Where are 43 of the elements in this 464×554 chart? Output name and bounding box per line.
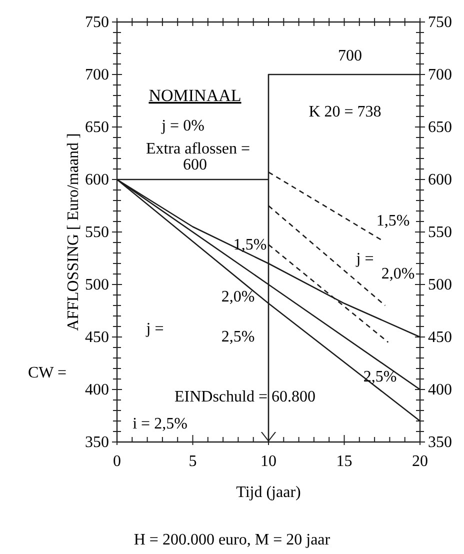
annotation: K 20 = 738 [308, 104, 382, 121]
annotation: 600 [183, 156, 207, 174]
annotation: 700 [338, 48, 362, 65]
x-tick-label: 0 [113, 453, 121, 470]
text: CW = [28, 364, 67, 382]
y-tick-label: 550 [85, 224, 109, 241]
x-tick-label: 10 [260, 453, 276, 470]
x-axis-title: Tijd (jaar) [236, 484, 301, 501]
y-tick-label: 450 [85, 329, 109, 346]
annotation: 2,0% [221, 288, 255, 306]
y-tick-label: 650 [85, 119, 109, 136]
y2-tick-label: 700 [428, 66, 452, 84]
y2-tick-label: 550 [428, 224, 452, 241]
annotation: Extra aflossen = [146, 140, 250, 158]
y2-tick-label: 450 [428, 329, 452, 346]
y2-tick-label: 650 [428, 119, 452, 136]
y-tick-label: 600 [85, 172, 109, 188]
annotation: 2,5% [221, 328, 255, 346]
y2-tick-label: 400 [428, 382, 452, 398]
x-tick-label: 15 [336, 453, 352, 470]
y-tick-label: 500 [85, 276, 109, 294]
y-tick-label: 750 [85, 14, 109, 31]
y2-tick-label: 750 [428, 14, 452, 31]
annotation: 2,5% [363, 368, 397, 386]
text: H = 200.000 euro, M = 20 jaar [134, 532, 331, 549]
annotation: j = 0% [160, 118, 204, 135]
annotation: 1,5% [233, 236, 267, 254]
annotation: i = 2,5% [132, 416, 188, 433]
y-tick-label: 700 [85, 66, 109, 84]
y-tick-label: 350 [85, 434, 109, 451]
y2-tick-label: 600 [428, 172, 452, 188]
y2-tick-label: 500 [428, 276, 452, 294]
x-tick-label: 20 [412, 453, 428, 470]
annotation: 1,5% [376, 212, 410, 230]
annotation: 2,0% [381, 266, 415, 283]
annotation: EINDschuld = 60.800 [174, 388, 316, 406]
annotation: j = [355, 250, 374, 268]
x-tick-label: 5 [188, 453, 197, 470]
y-axis-title: AFFLOSSING [ Euro/maand ] [65, 133, 82, 331]
y-tick-label: 400 [85, 382, 109, 398]
annotation: j = [145, 320, 164, 338]
y2-tick-label: 350 [428, 434, 452, 451]
annotation: NOMINAAL [148, 86, 242, 105]
